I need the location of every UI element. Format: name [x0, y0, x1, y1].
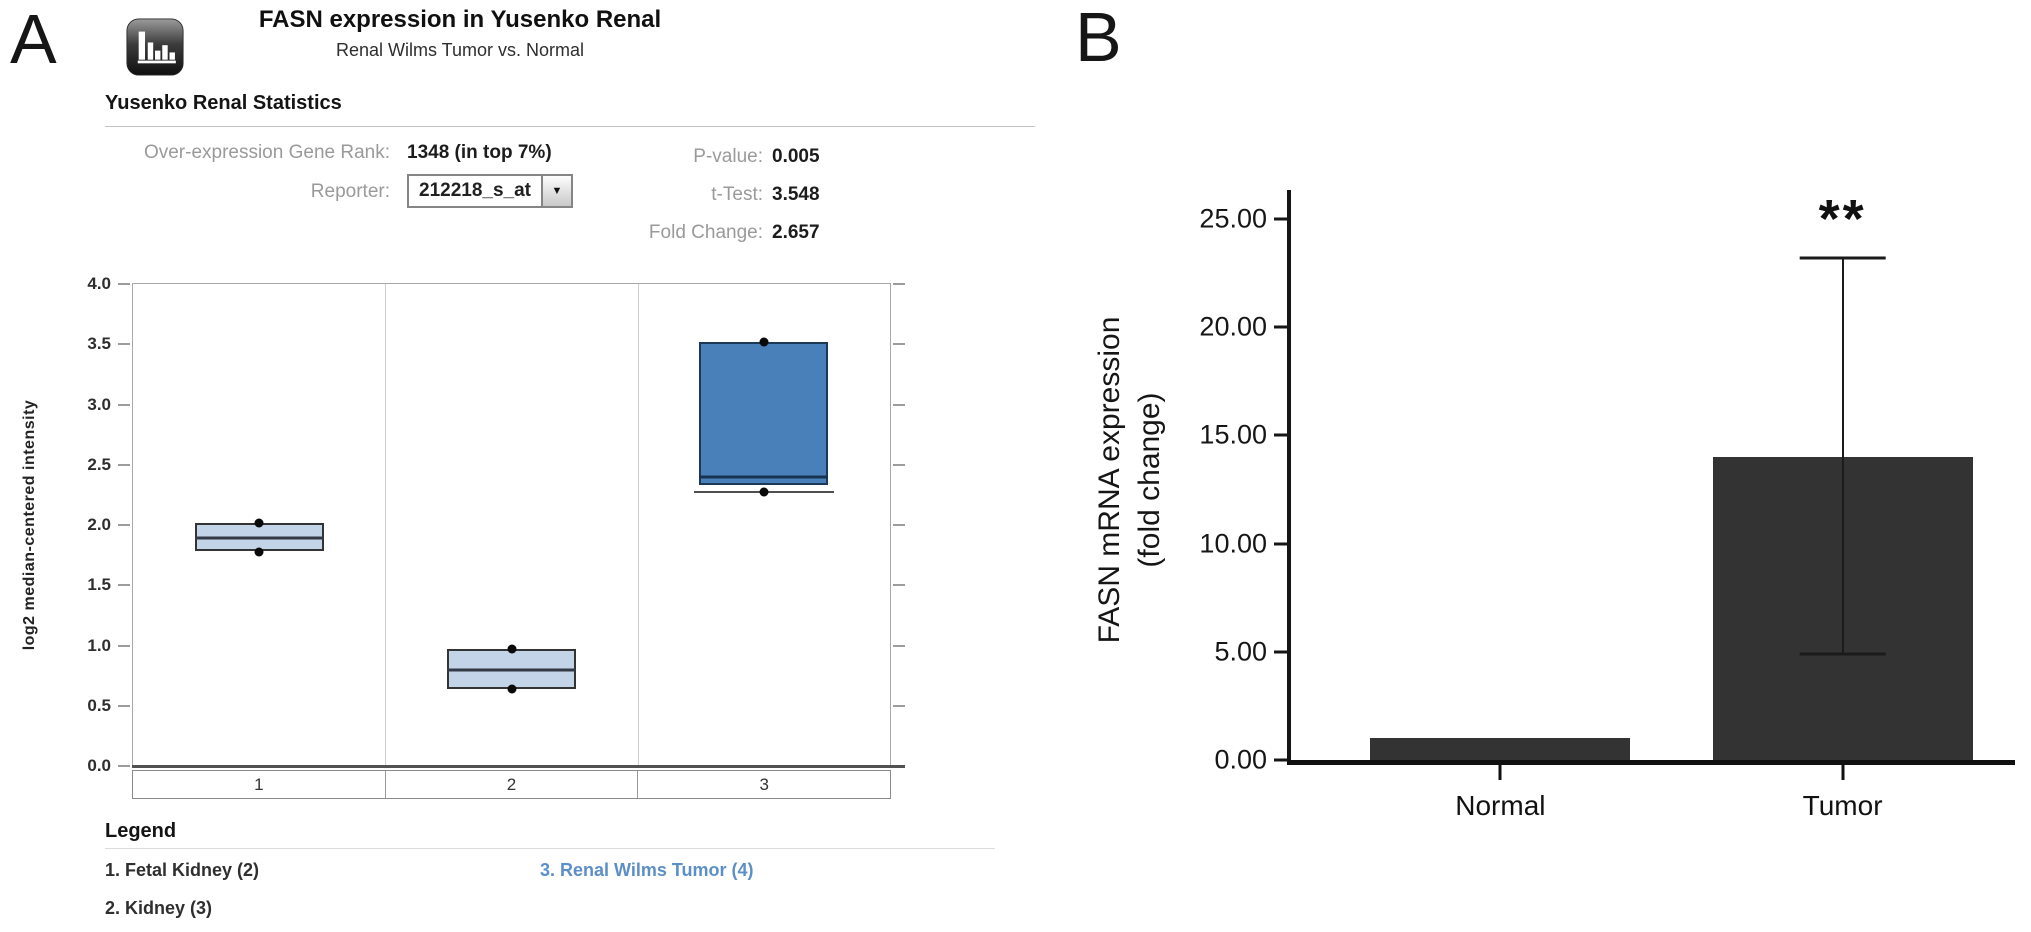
- median-line: [699, 475, 829, 479]
- y-tick-mark: [893, 644, 905, 647]
- y-tick-label: 2.0: [87, 515, 111, 534]
- y-tick-label: 0.5: [87, 695, 111, 715]
- bar: [1370, 738, 1631, 760]
- y-tick-label: 3.5: [87, 334, 111, 354]
- y-tick-label: 0.00: [1214, 744, 1267, 775]
- fold-change-label: Fold Change:: [648, 222, 763, 243]
- y-tick-mark: [1274, 325, 1288, 329]
- data-point: [254, 518, 264, 528]
- x-category-label: Tumor: [1802, 790, 1883, 821]
- legend-item-2: 2. Kidney (3): [105, 898, 213, 918]
- y-tick-mark: [893, 584, 905, 587]
- title-block: FASN expression in Yusenko Renal Renal W…: [140, 6, 780, 61]
- y-tick-label: 10.00: [1199, 528, 1267, 559]
- legend-item-3[interactable]: 3. Renal Wilms Tumor (4): [540, 860, 754, 880]
- data-point: [759, 487, 769, 497]
- y-tick-mark: [893, 463, 905, 466]
- y-tick-mark: [118, 403, 130, 406]
- t-test-label: t-Test:: [711, 184, 763, 205]
- y-tick-mark: [118, 524, 130, 526]
- significance-marker: **: [1818, 188, 1867, 249]
- y-tick-mark: [118, 704, 130, 707]
- bar-y-axis-label-line2: (fold change): [1133, 392, 1166, 568]
- column-divider: [385, 284, 387, 766]
- y-tick-label: 15.00: [1199, 419, 1267, 450]
- legend-item-1: 1. Fetal Kidney (2): [105, 860, 260, 880]
- y-tick-mark: [893, 343, 905, 346]
- p-value: 0.005: [772, 146, 820, 167]
- gene-rank-label: Over-expression Gene Rank:: [143, 142, 390, 163]
- y-tick-mark: [1274, 217, 1288, 221]
- bar-chart-icon: [126, 18, 184, 76]
- y-tick-label: 0.0: [87, 756, 111, 775]
- y-tick-mark: [893, 283, 905, 285]
- y-tick-label: 5.00: [1214, 636, 1267, 667]
- data-point: [254, 547, 264, 556]
- median-line: [194, 536, 324, 540]
- legend-header: Legend: [105, 820, 177, 842]
- x-category-cell: 1: [254, 774, 264, 794]
- panel-a-label: A: [10, 0, 57, 78]
- boxplot-y-axis-label: log2 median-centered intensity: [21, 399, 38, 651]
- chevron-down-icon: ▼: [551, 184, 563, 197]
- error-bar-line: [1841, 257, 1844, 654]
- y-tick-label: 3.0: [87, 394, 111, 414]
- x-category-cell: 2: [384, 771, 638, 798]
- y-tick-mark: [1274, 758, 1288, 762]
- y-tick-mark: [1274, 650, 1288, 654]
- legend-divider: [105, 848, 995, 849]
- stats-divider: [105, 126, 1035, 127]
- median-line: [447, 668, 576, 672]
- chart-title: FASN expression in Yusenko Renal: [258, 6, 662, 33]
- panel-b-label: B: [1075, 0, 1122, 76]
- data-point: [507, 684, 516, 694]
- p-value-label: P-value:: [693, 146, 763, 167]
- gene-rank-value: 1348 (in top 7%): [407, 142, 552, 163]
- y-tick-mark: [118, 644, 130, 647]
- column-divider: [637, 284, 639, 766]
- t-test-value: 3.548: [772, 184, 820, 205]
- chart-subtitle: Renal Wilms Tumor vs. Normal: [335, 40, 585, 60]
- y-tick-mark: [118, 463, 130, 466]
- bar-y-axis-label: FASN mRNA expression (fold change): [1090, 317, 1170, 644]
- y-tick-label: 25.00: [1199, 203, 1267, 234]
- x-category-cell: 3: [637, 771, 890, 798]
- data-point: [507, 644, 516, 654]
- reporter-dropdown[interactable]: 212218_s_at ▼: [407, 174, 573, 208]
- x-category-label: Normal: [1455, 790, 1546, 821]
- dropdown-arrow-button[interactable]: ▼: [541, 176, 571, 206]
- y-axis-line: [1287, 190, 1291, 760]
- y-tick-mark: [118, 343, 130, 346]
- reporter-label: Reporter:: [310, 181, 390, 202]
- y-tick-mark: [1274, 542, 1288, 546]
- y-tick-mark: [118, 283, 130, 285]
- y-tick-mark: [1274, 433, 1288, 437]
- y-tick-mark: [118, 584, 130, 587]
- error-bar-cap-bottom: [1799, 652, 1886, 656]
- reporter-value: 212218_s_at: [419, 180, 531, 201]
- box: [699, 341, 829, 486]
- fold-change-value: 2.657: [772, 222, 820, 243]
- bar-chart-area: 25.00 20.00 15.00 10.00 5.00 0.00 Normal ** Tumo…: [1199, 188, 2015, 821]
- y-tick-label: 1.0: [87, 635, 111, 655]
- y-tick-mark: [893, 403, 905, 406]
- y-tick-label: 1.5: [87, 575, 111, 595]
- x-axis-line: [1287, 760, 2015, 765]
- x-tick-mark: [1841, 764, 1845, 780]
- data-point: [759, 337, 769, 347]
- boxplot-area: 4.0 3.5 3.0 2.5 2.0 1.5 1.0 0.5 0.0: [87, 274, 905, 775]
- y-tick-mark: [893, 524, 905, 526]
- bar-y-axis-label-line1: FASN mRNA expression: [1093, 316, 1126, 644]
- x-axis-line: [132, 765, 905, 768]
- error-bar-cap-top: [1799, 256, 1886, 260]
- y-tick-label: 4.0: [87, 274, 111, 293]
- y-tick-label: 2.5: [87, 454, 111, 474]
- stats-section-header: Yusenko Renal Statistics: [105, 92, 342, 114]
- x-tick-mark: [1498, 764, 1502, 780]
- y-tick-label: 20.00: [1199, 311, 1267, 342]
- y-tick-mark: [118, 765, 130, 767]
- y-tick-mark: [893, 704, 905, 707]
